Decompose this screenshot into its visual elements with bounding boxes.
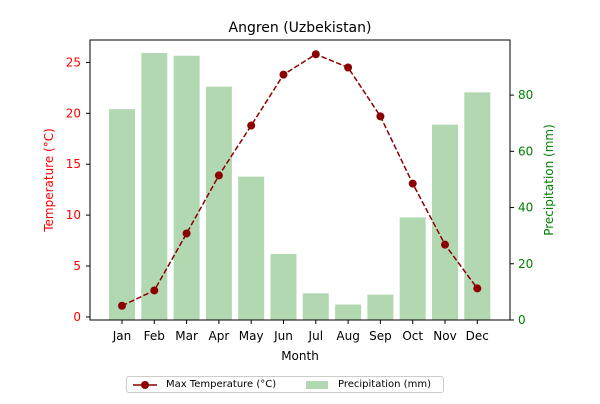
y-axis-right-label: Precipitation (mm) bbox=[542, 124, 556, 236]
legend-line-marker-icon bbox=[133, 380, 157, 389]
temperature-point bbox=[118, 301, 126, 310]
chart-title: Angren (Uzbekistan) bbox=[229, 20, 372, 36]
y-right-tick-label: 0 bbox=[518, 313, 526, 327]
precipitation-bar bbox=[141, 52, 168, 320]
y-left-tick-label: 20 bbox=[66, 106, 81, 120]
y-axis-left: 0 5 10 15 20 25 bbox=[66, 55, 90, 324]
y-axis-right: 0 20 40 60 80 bbox=[510, 88, 533, 327]
x-tick-label: Aug bbox=[336, 329, 359, 343]
precipitation-bar bbox=[399, 217, 426, 320]
x-tick-label: Jul bbox=[308, 329, 323, 343]
y-right-tick-label: 40 bbox=[518, 201, 533, 215]
temperature-point bbox=[473, 284, 482, 293]
legend-entry-temperature: Max Temperature (°C) bbox=[132, 377, 276, 392]
legend-bar-swatch-icon bbox=[306, 380, 328, 389]
x-tick-label: May bbox=[239, 329, 264, 343]
precipitation-bar bbox=[464, 92, 491, 320]
precipitation-bar bbox=[367, 294, 394, 320]
temperature-point bbox=[279, 70, 288, 79]
temperature-point bbox=[182, 229, 191, 238]
x-tick-label: Jan bbox=[112, 329, 132, 343]
precipitation-bar bbox=[302, 293, 329, 320]
temperature-point bbox=[214, 171, 223, 180]
y-left-tick-label: 15 bbox=[66, 157, 81, 171]
x-tick-label: Nov bbox=[433, 329, 456, 343]
x-tick-label: Feb bbox=[144, 329, 165, 343]
precipitation-bars bbox=[109, 52, 491, 321]
temperature-point bbox=[376, 112, 385, 121]
x-tick-label: Oct bbox=[402, 329, 423, 343]
precipitation-bar bbox=[270, 253, 297, 320]
legend: Max Temperature (°C) Precipitation (mm) bbox=[126, 376, 444, 393]
precipitation-bar bbox=[109, 109, 135, 321]
y-right-tick-label: 60 bbox=[518, 144, 533, 158]
x-tick-label: Sep bbox=[369, 329, 392, 343]
precipitation-bar bbox=[238, 176, 265, 320]
temperature-point bbox=[441, 240, 449, 249]
legend-entry-precipitation: Precipitation (mm) bbox=[306, 377, 431, 392]
legend-label-temperature: Max Temperature (°C) bbox=[166, 379, 277, 390]
y-axis-left-label: Temperature (°C) bbox=[42, 128, 56, 233]
x-axis: Jan Feb Mar Apr May Jun Jul Aug Sep Oct Nov Dec bbox=[112, 320, 489, 343]
x-tick-label: Dec bbox=[466, 329, 489, 343]
y-left-tick-label: 0 bbox=[73, 310, 81, 324]
y-left-tick-label: 5 bbox=[73, 259, 81, 273]
x-tick-label: Apr bbox=[209, 329, 230, 343]
x-axis-label: Month bbox=[281, 349, 319, 363]
precipitation-bar bbox=[335, 304, 362, 320]
x-tick-label: Jun bbox=[273, 329, 293, 343]
temperature-line bbox=[121, 53, 478, 307]
precipitation-bar bbox=[432, 124, 458, 321]
precipitation-bar bbox=[173, 55, 200, 320]
temperature-point bbox=[408, 179, 417, 188]
temperature-point bbox=[311, 50, 320, 59]
plot-frame bbox=[89, 39, 511, 321]
temperature-line-series bbox=[118, 50, 482, 310]
temperature-point bbox=[247, 121, 256, 130]
temperature-point bbox=[150, 286, 159, 295]
legend-label-precipitation: Precipitation (mm) bbox=[338, 379, 431, 390]
precipitation-bar bbox=[205, 86, 232, 321]
y-left-tick-label: 10 bbox=[66, 208, 81, 222]
temperature-point bbox=[344, 63, 353, 72]
y-right-tick-label: 20 bbox=[518, 257, 533, 271]
y-right-tick-label: 80 bbox=[518, 88, 533, 102]
x-tick-label: Mar bbox=[175, 329, 198, 343]
y-left-tick-label: 25 bbox=[66, 55, 81, 69]
